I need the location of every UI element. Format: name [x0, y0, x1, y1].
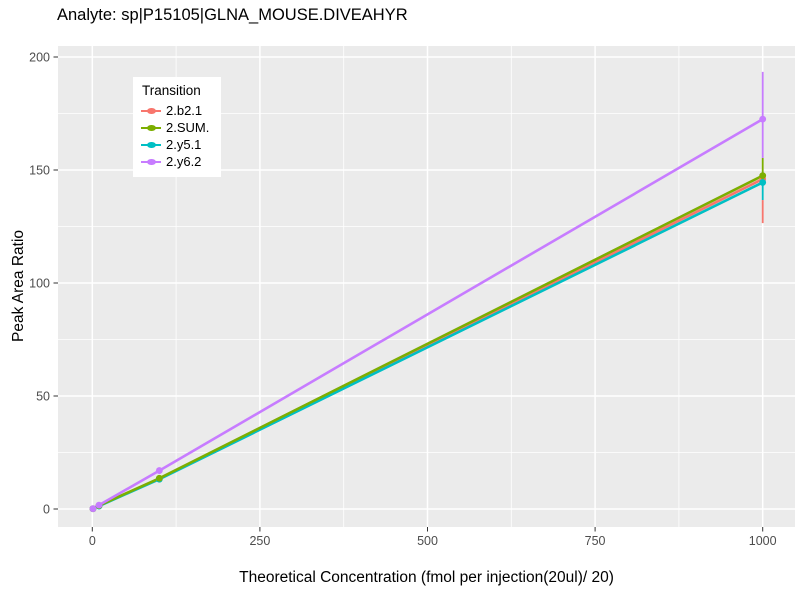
data-point-2.y5.1	[759, 179, 767, 186]
legend-title: Transition	[142, 83, 201, 98]
legend-key-icon	[141, 121, 161, 135]
data-point-2.y6.2	[155, 467, 163, 474]
data-point-2.SUM.	[155, 474, 163, 482]
legend-label: 2.SUM.	[166, 120, 210, 135]
legend-key-point	[146, 158, 156, 165]
y-axis-title: Peak Area Ratio	[10, 229, 27, 343]
plot-title: Analyte: sp|P15105|GLNA_MOUSE.DIVEAHYR	[57, 6, 408, 24]
y-tick-label: 200	[29, 50, 50, 64]
x-tick-label: 250	[249, 534, 270, 548]
x-tick-label: 500	[417, 534, 438, 548]
legend-key-icon	[141, 155, 161, 169]
data-point-2.y6.2	[89, 505, 97, 513]
x-tick-label: 0	[89, 534, 96, 548]
legend-row-2.y5.1: 2.y5.1	[141, 136, 209, 153]
legend-label: 2.y6.2	[166, 154, 202, 169]
legend-row-2.b2.1: 2.b2.1	[141, 102, 209, 119]
legend-label: 2.b2.1	[166, 103, 203, 118]
data-point-2.y6.2	[95, 501, 103, 509]
legend-key-point	[146, 141, 156, 148]
legend-label: 2.y5.1	[166, 137, 202, 152]
legend-key-point	[146, 107, 156, 114]
y-tick-label: 100	[29, 276, 50, 290]
legend-key-point	[146, 124, 156, 131]
legend-key-icon	[141, 104, 161, 118]
data-point-2.SUM.	[759, 172, 767, 180]
legend: Transition 2.b2.1 2.SUM. 2.y5.1 2.y6.2	[133, 77, 222, 177]
y-tick-label: 0	[43, 502, 50, 516]
x-axis-title: Theoretical Concentration (fmol per inje…	[239, 569, 614, 586]
legend-key-icon	[141, 138, 161, 152]
legend-entries: 2.b2.1 2.SUM. 2.y5.1 2.y6.2	[141, 102, 209, 170]
y-tick-label: 50	[36, 389, 50, 403]
legend-row-2.SUM.: 2.SUM.	[141, 119, 209, 136]
x-tick-label: 1000	[749, 534, 777, 548]
legend-row-2.y6.2: 2.y6.2	[141, 153, 209, 170]
x-tick-label: 750	[585, 534, 606, 548]
y-tick-label: 150	[29, 163, 50, 177]
data-point-2.y6.2	[759, 115, 767, 123]
